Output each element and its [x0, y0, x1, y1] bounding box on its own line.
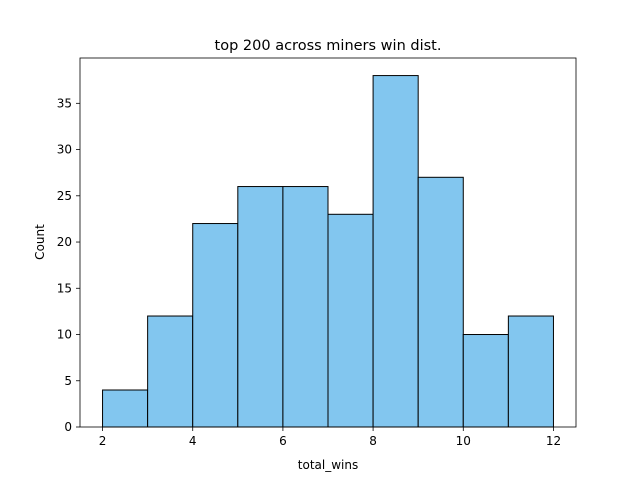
plot-area-frame	[79, 57, 577, 428]
histogram-bar-0	[102, 389, 149, 428]
bars-group	[102, 75, 554, 428]
histogram-bar-7	[417, 176, 464, 428]
y-tick-label: 0	[64, 420, 72, 434]
x-tick-label: 10	[456, 434, 471, 448]
y-tick-label: 15	[57, 281, 72, 295]
y-tick-label: 35	[57, 96, 72, 110]
histogram-bar-2	[192, 223, 239, 428]
x-axis-label: total_wins	[298, 458, 358, 472]
x-tick-label: 12	[546, 434, 561, 448]
histogram-bar-5	[327, 213, 374, 428]
y-tick-label: 20	[57, 235, 72, 249]
x-tick-label: 6	[279, 434, 287, 448]
histogram-bar-4	[282, 186, 329, 428]
y-axis-ticks: 0 5 10 15 20 25 30 35	[57, 96, 80, 434]
y-tick-label: 25	[57, 189, 72, 203]
histogram-bar-9	[507, 315, 554, 428]
y-tick-label: 10	[57, 328, 72, 342]
x-tick-label: 2	[99, 434, 107, 448]
chart-title: top 200 across miners win dist.	[215, 38, 442, 54]
y-tick-label: 30	[57, 143, 72, 157]
x-tick-label: 8	[369, 434, 377, 448]
x-tick-label: 4	[189, 434, 197, 448]
histogram-bar-3	[237, 186, 284, 428]
x-axis-ticks: 2 4 6 8 10 12	[99, 427, 561, 448]
histogram-bar-1	[147, 315, 194, 428]
histogram-bar-6	[372, 75, 419, 428]
histogram-bar-8	[462, 334, 509, 428]
y-axis-label: Count	[33, 224, 47, 260]
y-tick-label: 5	[64, 374, 72, 388]
